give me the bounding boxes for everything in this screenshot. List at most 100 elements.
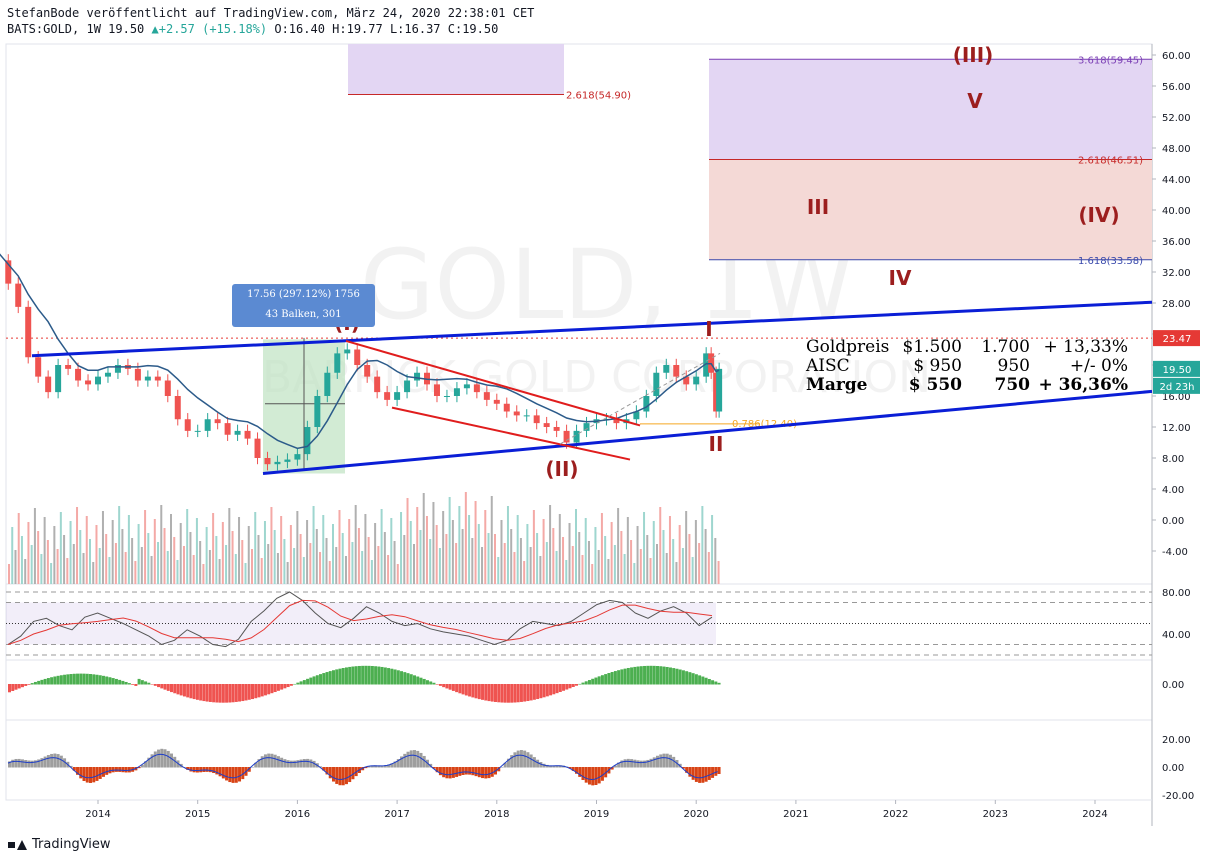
momentum-bar: [442, 767, 446, 778]
volume-bar: [649, 558, 652, 584]
momentum-bar: [263, 754, 267, 768]
momentum-bar: [620, 760, 624, 768]
volume-bar: [33, 508, 36, 584]
volume-bar: [383, 532, 386, 584]
momentum-bar: [319, 766, 323, 768]
volume-bar: [163, 528, 166, 584]
osc-bar: [529, 684, 533, 701]
momentum-bar: [306, 758, 310, 768]
volume-bar: [630, 540, 633, 584]
volume-bar: [354, 505, 357, 584]
fib-zone-red: [709, 159, 1152, 260]
row-label: AISC: [806, 356, 850, 376]
volume-bar: [552, 528, 555, 584]
momentum-bar: [539, 762, 543, 768]
price-tick-label: 48.00: [1162, 144, 1191, 155]
volume-bar: [380, 509, 383, 584]
resistance-tag-bg: [1153, 330, 1200, 347]
candle-body: [25, 306, 32, 358]
osc-bar: [571, 684, 575, 687]
volume-bar: [626, 517, 629, 584]
momentum-bar: [254, 762, 258, 768]
volume-bar: [413, 544, 415, 584]
candle-body: [104, 372, 111, 377]
volume-bar: [263, 521, 266, 584]
momentum-bar: [636, 760, 640, 768]
publish-line: StefanBode veröffentlicht auf TradingVie…: [7, 6, 535, 20]
osc-bar: [387, 668, 391, 685]
volume-bar: [225, 545, 228, 584]
volume-bar: [319, 552, 322, 584]
volume-bar: [432, 502, 435, 584]
momentum-bar: [192, 767, 196, 773]
osc-bar: [302, 680, 306, 685]
wave-label-minor-1: I: [705, 317, 712, 341]
osc-bar: [20, 684, 24, 688]
osc-bar: [50, 677, 54, 685]
candle-body: [703, 353, 710, 377]
mom-pane-frame: [5, 719, 1153, 801]
momentum-bar: [289, 760, 293, 768]
price-tick-label: 8.00: [1162, 454, 1184, 465]
volume-bar: [144, 510, 147, 584]
osc-bar: [711, 680, 715, 685]
momentum-bar: [610, 767, 614, 770]
osc-bar: [519, 684, 523, 702]
volume-bar: [199, 541, 202, 584]
price-tick-label: 60.00: [1162, 51, 1191, 62]
wave-label-major-2: (II): [545, 457, 578, 481]
fib-zone-purple: [709, 59, 1152, 160]
momentum-bar: [409, 750, 413, 768]
momentum-bar: [302, 759, 306, 768]
momentum-bar: [578, 767, 582, 777]
volume-bar: [111, 520, 114, 584]
candle-body: [453, 388, 460, 396]
momentum-bar: [212, 767, 216, 773]
rsi-tick-label: 40.00: [1162, 630, 1191, 641]
osc-bar: [186, 684, 190, 698]
osc-bar: [95, 674, 99, 685]
volume-bar: [160, 505, 163, 584]
osc-bar: [581, 682, 585, 685]
fib-label-1618: 1.618(33.58): [1078, 256, 1143, 267]
moving-average-line: [0, 253, 720, 450]
osc-bar: [40, 679, 44, 685]
candle-body: [543, 423, 550, 427]
momentum-bar: [626, 758, 630, 768]
volume-bar: [361, 551, 364, 584]
momentum-bar: [474, 767, 478, 777]
momentum-bar: [581, 767, 585, 780]
osc-bar: [455, 684, 459, 693]
osc-bar: [332, 670, 335, 685]
volume-bar: [328, 561, 331, 584]
footer-brand[interactable]: TradingView: [8, 837, 111, 852]
symbol-label[interactable]: BATS:GOLD, 1W: [7, 22, 101, 36]
momentum-bar: [545, 764, 549, 768]
volume-bar: [76, 507, 79, 584]
candle-body: [264, 458, 271, 465]
table-row: Marge $ 550 750 + 36,36%: [806, 376, 1128, 395]
volume-bar: [526, 524, 529, 584]
candle-body: [473, 384, 480, 393]
osc-bar: [630, 667, 634, 685]
volume-bar: [510, 529, 513, 584]
osc-bar: [205, 684, 209, 702]
volume-bar: [147, 533, 150, 584]
candle-body: [613, 419, 620, 424]
osc-bar: [474, 684, 478, 699]
momentum-bar: [170, 753, 173, 768]
candle-body: [673, 365, 680, 377]
momentum-bar: [691, 767, 695, 780]
volume-bar: [332, 524, 334, 584]
price-tick-label: 28.00: [1162, 299, 1191, 310]
osc-bar: [604, 674, 608, 685]
momentum-bar: [552, 765, 556, 768]
last-price: 19.50: [108, 22, 145, 36]
osc-bar: [665, 666, 669, 685]
osc-bar: [322, 673, 326, 685]
trend-dashed-line: [559, 352, 721, 445]
osc-bar: [267, 684, 271, 695]
osc-bar: [85, 673, 89, 685]
osc-bar: [691, 673, 695, 685]
